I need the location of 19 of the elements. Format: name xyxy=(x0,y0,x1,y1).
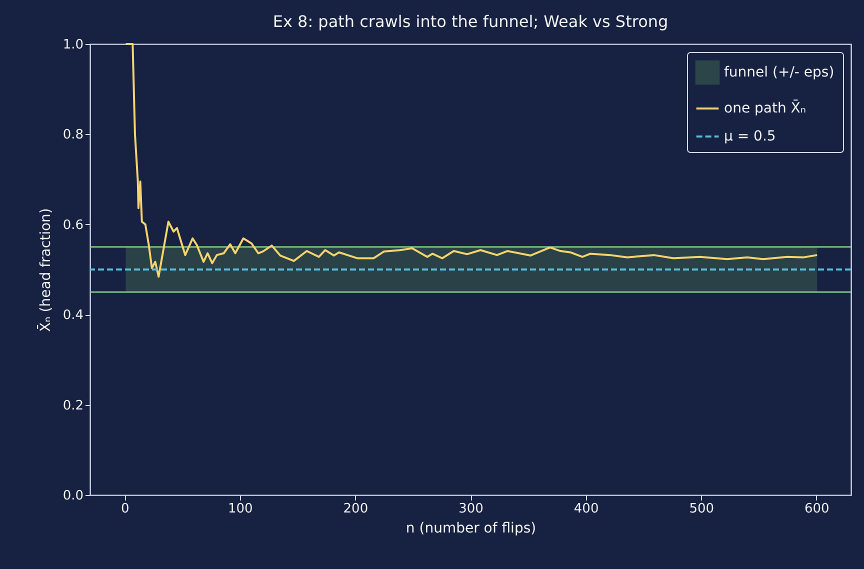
y-tick-label: 0.0 xyxy=(62,488,84,504)
y-tick-label: 0.4 xyxy=(62,308,84,324)
legend-label: μ = 0.5 xyxy=(724,128,776,144)
y-tick-label: 1.0 xyxy=(62,38,84,52)
x-tick-label: 600 xyxy=(804,502,830,516)
y-tick-label: 0.2 xyxy=(62,398,84,414)
legend-label: funnel (+/- eps) xyxy=(724,64,834,80)
chart-title: Ex 8: path crawls into the funnel; Weak vs Strong xyxy=(272,12,668,31)
x-tick-label: 400 xyxy=(574,502,599,516)
x-axis-title: n (number of flips) xyxy=(406,520,536,536)
x-tick-label: 300 xyxy=(458,502,484,516)
x-tick-label: 100 xyxy=(228,502,253,516)
legend-label: one path X̄ₙ xyxy=(724,98,806,116)
y-tick-label: 0.8 xyxy=(62,128,84,143)
y-tick-label: 0.6 xyxy=(62,218,84,233)
x-tick-label: 500 xyxy=(689,502,714,516)
y-axis-title: X̄ₙ (head fraction) xyxy=(36,208,54,332)
x-tick-label: 0 xyxy=(120,502,130,516)
x-tick-label: 200 xyxy=(343,502,368,516)
